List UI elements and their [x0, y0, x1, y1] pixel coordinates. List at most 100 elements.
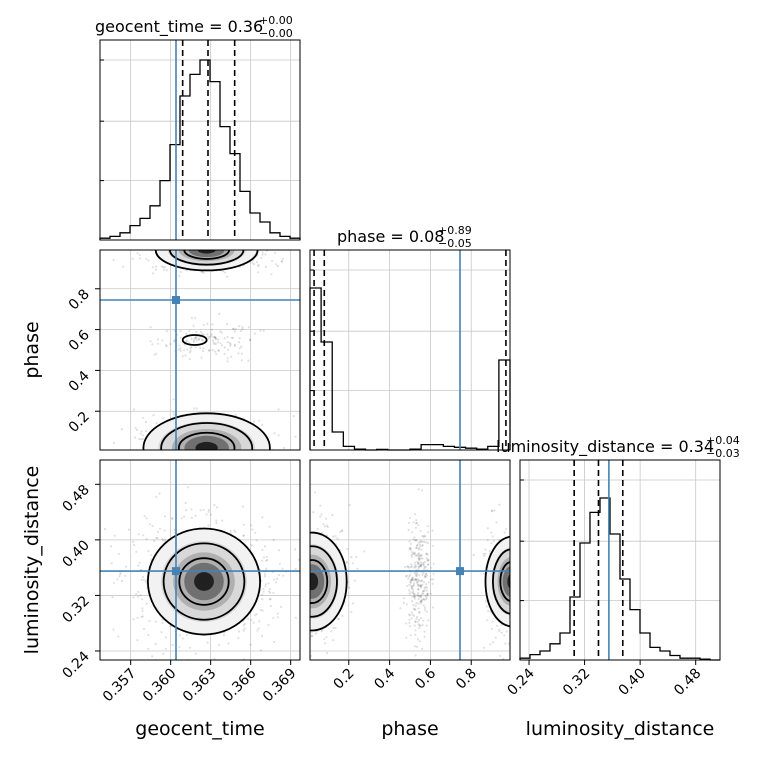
sample-point — [226, 360, 229, 363]
sample-point — [208, 349, 211, 352]
sample-point — [416, 638, 420, 641]
sample-point — [417, 607, 420, 610]
sample-point — [254, 614, 257, 617]
sample-point — [429, 578, 433, 581]
sample-point — [176, 247, 178, 249]
x-tick-label-geocent_time: 0.360 — [140, 666, 180, 706]
sample-point — [111, 596, 114, 599]
sample-point — [425, 574, 428, 577]
sample-point — [213, 342, 216, 346]
sample-point — [429, 592, 432, 596]
sample-point — [336, 537, 339, 540]
sample-point — [332, 626, 335, 630]
sample-point — [201, 349, 205, 353]
sample-point — [416, 620, 419, 623]
sample-point — [226, 275, 229, 278]
sample-point — [172, 413, 175, 416]
sample-point — [207, 335, 210, 338]
sample-point — [294, 548, 297, 551]
sample-point — [214, 337, 217, 340]
sample-point — [419, 563, 423, 567]
contour-line — [484, 535, 510, 628]
sample-point — [234, 530, 237, 534]
sample-point — [121, 265, 124, 268]
sample-point — [408, 589, 411, 592]
sample-point — [423, 606, 427, 609]
sample-point — [303, 579, 305, 581]
sample-point — [418, 555, 421, 558]
sample-point — [419, 565, 422, 568]
sample-point — [210, 334, 213, 337]
sample-point — [484, 548, 487, 551]
sample-point — [226, 457, 228, 459]
sample-point — [192, 324, 195, 327]
y-tick-label-phase: 0.4 — [66, 368, 93, 395]
sample-point — [157, 342, 160, 345]
sample-point — [172, 411, 175, 414]
sample-point — [307, 584, 309, 586]
sample-point — [258, 620, 261, 623]
sample-point — [243, 242, 245, 244]
sample-point — [420, 563, 423, 566]
y-tick-label-luminosity_distance: 0.32 — [59, 593, 92, 626]
sample-point — [141, 607, 144, 610]
sample-point — [159, 242, 161, 244]
sample-point — [307, 576, 309, 578]
sample-point — [192, 339, 196, 342]
title-geocent-time: geocent_time = 0.36 — [95, 17, 263, 37]
sample-point — [217, 349, 220, 352]
contour-line — [310, 545, 338, 618]
sample-point — [190, 516, 193, 519]
sample-point — [337, 618, 341, 621]
sample-point — [201, 339, 205, 342]
sample-point — [302, 633, 304, 635]
sample-point — [276, 264, 279, 268]
sample-point — [263, 573, 267, 576]
sample-point — [518, 603, 520, 605]
sample-point — [427, 558, 430, 561]
sample-point — [197, 245, 199, 247]
sample-point — [257, 265, 260, 268]
sample-point — [422, 572, 425, 575]
sample-point — [233, 668, 235, 670]
sample-point — [517, 613, 519, 615]
sample-point — [214, 336, 217, 339]
sample-point — [216, 341, 220, 344]
contour-line — [499, 561, 510, 602]
sample-point — [351, 562, 354, 565]
sample-point — [179, 270, 182, 274]
sample-point — [208, 335, 212, 338]
sample-point — [281, 257, 285, 260]
sample-point — [412, 607, 415, 610]
sample-point — [303, 611, 305, 613]
sample-point — [152, 414, 155, 417]
sample-point — [420, 600, 423, 603]
sample-point — [155, 422, 158, 425]
sample-point — [412, 588, 415, 591]
sample-point — [161, 417, 164, 420]
sample-point — [514, 571, 516, 573]
sample-point — [182, 349, 186, 352]
sample-point — [243, 627, 246, 630]
sample-point — [518, 613, 520, 615]
sample-point — [345, 561, 349, 564]
sample-point — [162, 457, 164, 459]
sample-point — [322, 523, 325, 526]
sample-point — [503, 531, 506, 534]
sample-point — [304, 571, 306, 573]
density-level — [310, 572, 319, 591]
sample-point — [301, 556, 303, 558]
sample-point — [415, 565, 418, 568]
sample-point — [408, 540, 411, 543]
sample-point — [406, 584, 409, 588]
sample-point — [408, 521, 411, 525]
sample-point — [144, 421, 147, 424]
sample-point — [414, 578, 417, 581]
sample-point — [484, 552, 487, 555]
sample-point — [168, 455, 170, 457]
sample-point — [137, 595, 140, 599]
sample-point — [320, 630, 323, 633]
sample-point — [233, 344, 236, 347]
sample-point — [490, 627, 493, 630]
sample-point — [356, 567, 359, 570]
